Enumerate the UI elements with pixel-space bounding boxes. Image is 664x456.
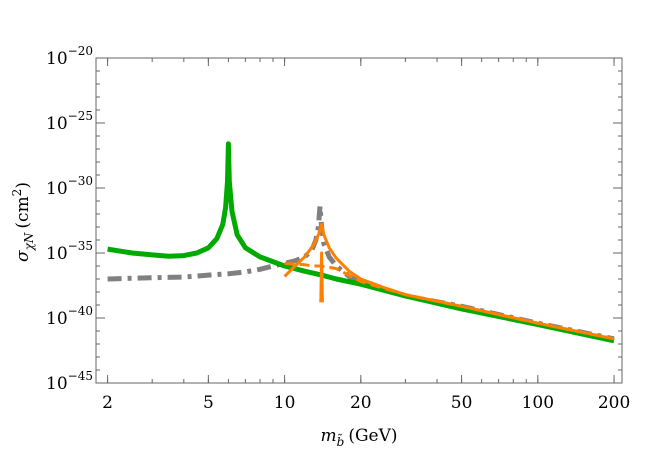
- series-line-2: [107, 141, 615, 344]
- x-tick-label: 20: [350, 393, 372, 413]
- series-layer: [107, 141, 615, 344]
- x-axis-label: mb̃ (GeV): [321, 426, 398, 449]
- y-tick-label: 10−45: [46, 369, 93, 394]
- y-tick-label: 10−35: [46, 239, 93, 264]
- y-tick-label: 10−30: [46, 174, 93, 199]
- x-tick-label: 5: [203, 393, 214, 413]
- x-tick-label: 100: [522, 393, 554, 413]
- x-tick-label: 50: [451, 393, 473, 413]
- plot-frame: [95, 57, 623, 384]
- y-tick-label: 10−20: [46, 44, 93, 69]
- series-line-4: [283, 222, 615, 341]
- y-tick-label: 10−40: [46, 304, 93, 329]
- y-axis-ticks: 10−20 10−25 10−30 10−35 10−40 10−45: [46, 44, 622, 394]
- series-line-1: [107, 203, 615, 342]
- y-tick-label: 10−25: [46, 109, 93, 134]
- series-line-3: [284, 261, 615, 341]
- x-tick-label: 2: [102, 393, 113, 413]
- y-axis-label: σχN(cm2): [10, 182, 36, 262]
- x-tick-label: 200: [598, 393, 630, 413]
- series-line-5: [319, 251, 324, 303]
- minor-ticks: [96, 57, 622, 384]
- x-axis-ticks: 2 5 10 20 50 100 200: [102, 58, 630, 413]
- x-tick-label: 10: [274, 393, 296, 413]
